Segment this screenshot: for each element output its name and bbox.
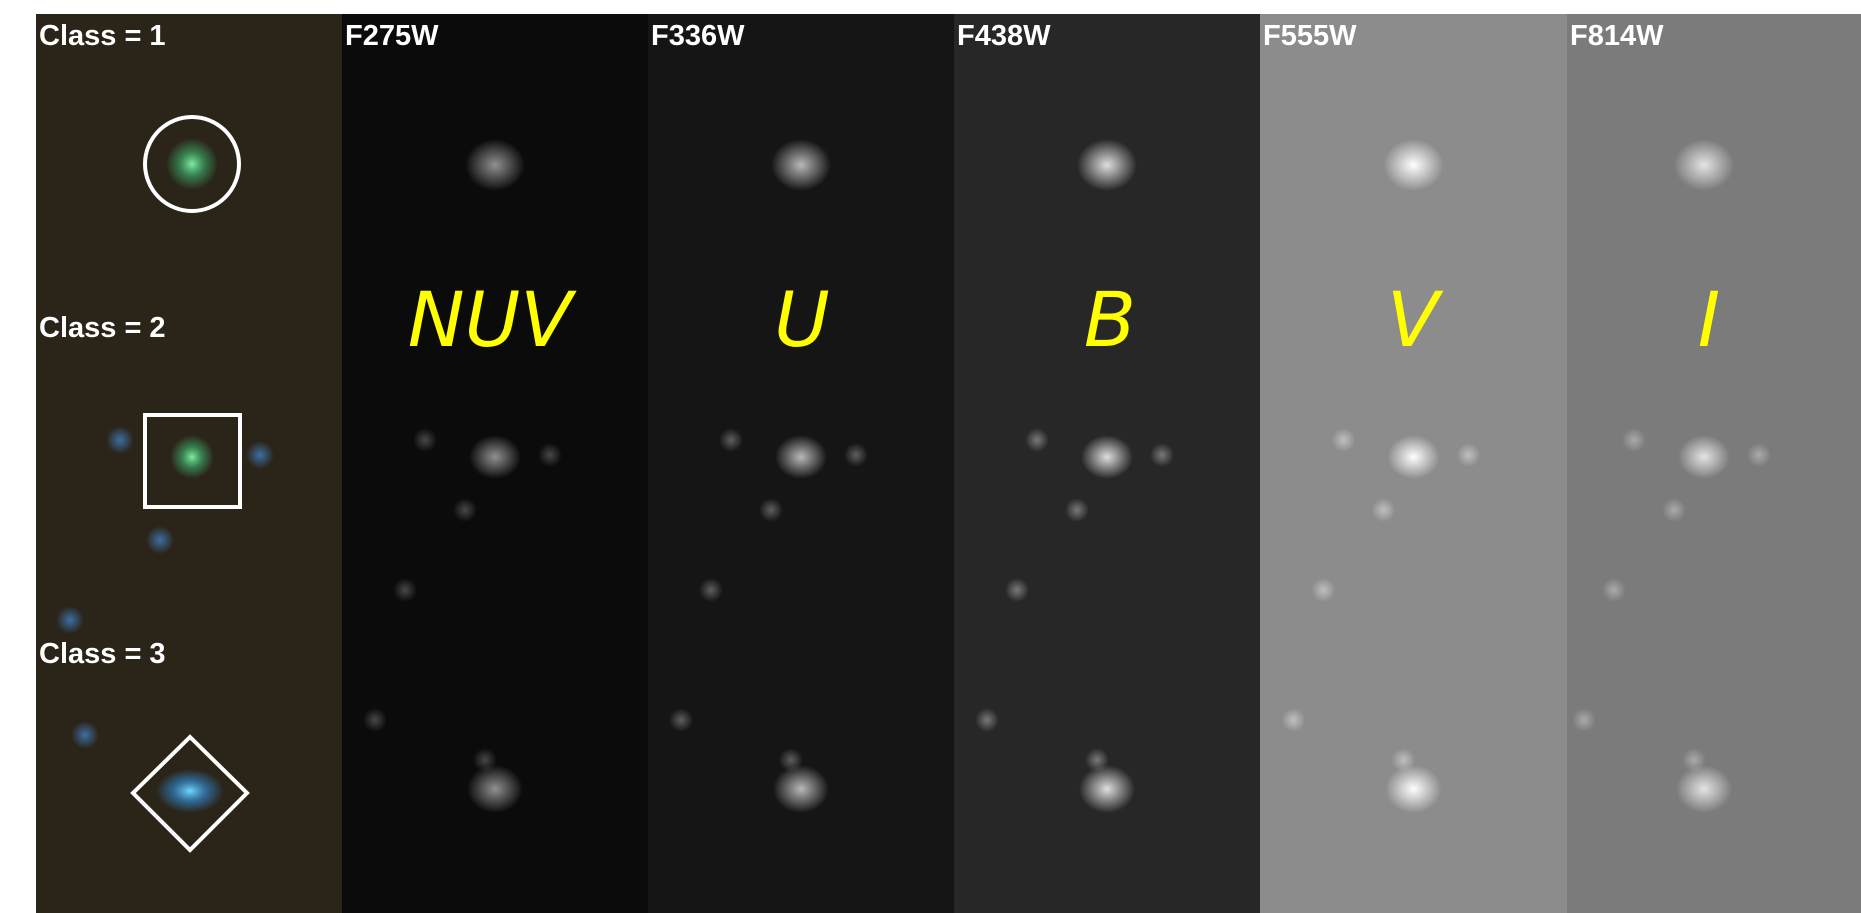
source (156, 769, 224, 813)
faint-source (473, 748, 497, 772)
faint-source (453, 498, 477, 522)
faint-source (975, 708, 999, 732)
faint-source (1332, 428, 1356, 452)
faint-source (1312, 578, 1336, 602)
source (1077, 139, 1137, 191)
faint-source (1065, 498, 1089, 522)
band-label: V (1387, 275, 1444, 364)
faint-source (106, 426, 134, 454)
faint-source (1747, 443, 1771, 467)
filter-label: F814W (1570, 20, 1664, 52)
source (1674, 139, 1734, 191)
faint-source (1662, 498, 1686, 522)
faint-source (246, 441, 274, 469)
faint-source (1572, 708, 1596, 732)
faint-source (393, 578, 417, 602)
filter-label: F336W (651, 20, 745, 52)
faint-source (1602, 578, 1626, 602)
band-label: I (1698, 275, 1720, 364)
faint-source (1392, 748, 1416, 772)
faint-source (1025, 428, 1049, 452)
source (1079, 765, 1135, 813)
source (465, 139, 525, 191)
faint-source (669, 708, 693, 732)
faint-source (1150, 443, 1174, 467)
source (1384, 139, 1444, 191)
faint-source (1085, 748, 1109, 772)
faint-source (363, 708, 387, 732)
faint-source (699, 578, 723, 602)
faint-source (759, 498, 783, 522)
source (1676, 765, 1732, 813)
source (775, 435, 827, 479)
source (1081, 435, 1133, 479)
figure: F275W F336W F438W F555W F814W Class = 1 Class … (0, 0, 1861, 913)
source (467, 765, 523, 813)
faint-source (1457, 443, 1481, 467)
faint-source (1005, 578, 1029, 602)
source (773, 765, 829, 813)
source (1386, 765, 1442, 813)
faint-source (538, 443, 562, 467)
faint-source (146, 526, 174, 554)
class-label: Class = 1 (39, 20, 166, 52)
faint-source (1682, 748, 1706, 772)
faint-source (844, 443, 868, 467)
band-label: B (1084, 275, 1136, 364)
faint-source (1282, 708, 1306, 732)
source (1388, 435, 1440, 479)
source (771, 139, 831, 191)
faint-source (1372, 498, 1396, 522)
class-label: Class = 2 (39, 312, 166, 344)
faint-source (779, 748, 803, 772)
source (469, 435, 521, 479)
source (166, 138, 218, 190)
faint-source (1622, 428, 1646, 452)
faint-source (71, 721, 99, 749)
source (170, 435, 214, 479)
band-label: NUV (408, 275, 577, 364)
faint-source (413, 428, 437, 452)
source (1678, 435, 1730, 479)
class-label: Class = 3 (39, 638, 166, 670)
band-label: U (774, 275, 830, 364)
faint-source (719, 428, 743, 452)
filter-label: F555W (1263, 20, 1357, 52)
filter-label: F275W (345, 20, 439, 52)
faint-source (56, 606, 84, 634)
filter-label: F438W (957, 20, 1051, 52)
